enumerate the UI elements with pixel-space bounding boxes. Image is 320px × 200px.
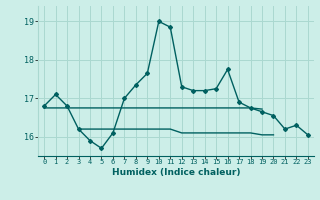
X-axis label: Humidex (Indice chaleur): Humidex (Indice chaleur) [112,168,240,177]
